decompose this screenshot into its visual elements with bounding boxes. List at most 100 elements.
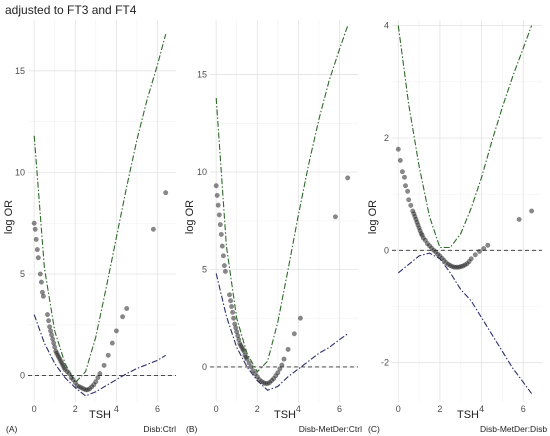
panel-c-data-point <box>477 248 483 254</box>
panel-b-y-tick-label: 5 <box>202 264 207 274</box>
panel-a-data-point <box>38 279 44 285</box>
panel-a-data-point <box>40 293 46 299</box>
panel-a-caption: Disb:Ctrl <box>143 424 176 434</box>
panel-b-data-point <box>219 243 225 249</box>
panel-b-data-point <box>275 370 281 376</box>
panel-b-data-point <box>277 366 283 372</box>
panel-b-y-axis-label: log OR <box>184 200 196 234</box>
panel-b-y-tick-label: 15 <box>197 70 207 80</box>
panel-b-upper-ci-line <box>215 25 349 373</box>
panel-b-data-point <box>217 222 223 228</box>
panel-b-data-point <box>231 315 237 321</box>
panel-b-x-tick-label: 4 <box>296 404 301 414</box>
panel-a-data-point <box>120 314 126 320</box>
panel-c-x-axis-label: TSH <box>457 409 479 421</box>
panel-b-data-point <box>246 360 252 366</box>
panel-c-data-point <box>402 174 408 180</box>
panel-c-label: (C) <box>368 424 380 434</box>
panel-a-data-point <box>52 344 58 350</box>
panel-c-data-point <box>399 169 405 175</box>
panel-b-data-point <box>230 309 236 315</box>
panel-a-y-tick-label: 0 <box>20 371 25 381</box>
panel-a-data-point <box>124 306 130 312</box>
panel-a-data-point <box>93 379 99 385</box>
panel-b-data-point <box>285 346 291 352</box>
panel-a: 0 2 4 6 0 5 10 15 TSH log OR (A) Disb:Ctrl <box>3 20 176 434</box>
panel-c-data-point <box>405 188 411 194</box>
panel-a-data-point <box>32 226 38 232</box>
panel-c-data-point <box>408 202 414 208</box>
panel-a-plot: 0 2 4 6 0 5 10 15 <box>15 20 176 414</box>
panel-c-data-point <box>422 237 428 243</box>
panel-b-data-point <box>297 315 303 321</box>
panel-c-data-point <box>481 246 487 252</box>
panel-b-data-point <box>218 231 224 237</box>
panel-a-lower-ci-line <box>33 314 166 397</box>
panel-b-x-axis-label: TSH <box>274 409 296 421</box>
panel-b-data-point <box>228 298 234 304</box>
panel-b: 0 2 4 6 0 5 10 15 TSH log OR (B) Disb-MetDer:Ct… <box>184 20 362 434</box>
panel-a-y-tick-label: 5 <box>20 269 25 279</box>
panel-a-data-point <box>33 236 39 242</box>
panel-a-label: (A) <box>6 424 18 434</box>
panel-c-data-point <box>472 252 478 258</box>
panel-a-data-point <box>35 255 41 261</box>
panel-c-caption: Disb-MetDer:Disb <box>480 424 547 434</box>
panel-a-data-point <box>47 324 53 330</box>
panel-b-data-point <box>291 331 297 337</box>
panel-b-data-point <box>244 356 250 362</box>
panel-b-data-point <box>248 364 254 370</box>
panel-c-y-tick-label: 2 <box>384 133 389 143</box>
panel-c-data-point <box>403 183 409 189</box>
panel-c-y-tick-label: 0 <box>384 245 389 255</box>
panel-b-y-tick-label: 10 <box>197 167 207 177</box>
panel-a-x-tick-label: 6 <box>155 404 160 414</box>
panel-c-data-point <box>485 242 491 248</box>
panel-a-x-tick-label: 4 <box>114 404 119 414</box>
panel-c-data-point <box>397 157 403 163</box>
panel-c-data-point <box>395 146 401 152</box>
panel-c-data-point <box>516 216 522 222</box>
panel-c-y-axis-label: log OR <box>367 200 379 234</box>
panel-b-data-point <box>216 212 222 218</box>
panel-a-data-point <box>66 371 72 377</box>
panel-b-data-point <box>345 175 351 181</box>
panel-a-x-tick-label: 0 <box>32 404 37 414</box>
panel-a-y-tick-label: 15 <box>15 66 25 76</box>
panel-a-data-point <box>113 328 119 334</box>
panel-a-data-point <box>50 336 56 342</box>
panel-b-data-point <box>213 183 219 189</box>
panel-a-data-point <box>49 332 55 338</box>
panel-a-data-point <box>150 226 156 232</box>
panel-a-data-point <box>109 340 115 346</box>
panel-a-data-point <box>105 352 111 358</box>
panel-b-data-point <box>221 263 227 269</box>
panel-b-data-point <box>229 304 235 310</box>
panel-c-lower-ci-line <box>397 252 533 394</box>
panel-a-data-point <box>95 375 101 381</box>
panel-b-x-tick-label: 2 <box>255 404 260 414</box>
panel-c-x-tick-label: 2 <box>437 404 442 414</box>
panel-c-y-tick-label: -2 <box>381 358 389 368</box>
panel-a-data-point <box>34 247 40 253</box>
panel-c-data-point <box>529 208 535 214</box>
panel-b-data-point <box>214 192 220 198</box>
panel-c-upper-ci-line <box>397 25 533 249</box>
panel-c-x-tick-label: 4 <box>479 404 484 414</box>
panel-b-data-point <box>281 356 287 362</box>
panel-a-upper-ci-line <box>33 34 167 384</box>
panel-b-label: (B) <box>186 424 198 434</box>
panel-c-data-point <box>468 256 474 262</box>
panel-b-x-tick-label: 6 <box>337 404 342 414</box>
panel-a-data-point <box>31 220 37 226</box>
panel-c-x-tick-label: 0 <box>396 404 401 414</box>
panel-c-plot: 0 2 4 6 -2 0 2 4 <box>381 20 542 414</box>
panel-b-data-point <box>226 292 232 298</box>
panel-a-data-point <box>45 312 51 318</box>
panel-a-data-point <box>163 190 169 196</box>
panel-a-y-axis-label: log OR <box>3 200 15 234</box>
panel-b-data-point <box>215 202 221 208</box>
panel-a-data-point <box>37 271 43 277</box>
panel-c-y-tick-label: 4 <box>384 21 389 31</box>
